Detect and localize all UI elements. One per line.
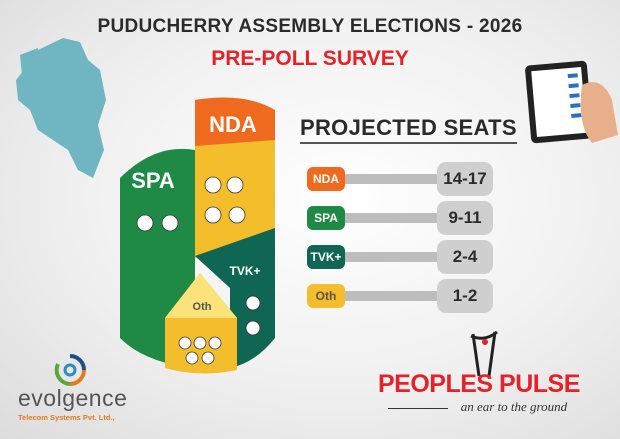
connector-bar bbox=[337, 174, 449, 184]
puducherry-map-icon bbox=[16, 38, 106, 178]
peoples-pulse-emblem-icon bbox=[470, 330, 498, 377]
evolgence-logo: evolgence Telecom Systems Pvt. Ltd., bbox=[18, 385, 127, 422]
connector-bar bbox=[337, 291, 449, 301]
seat-row-nda: NDA 14-17 bbox=[307, 162, 493, 196]
seat-row-spa: SPA 9-11 bbox=[307, 201, 493, 235]
peoples-pulse-logo: PEOPLES PULSE an ear to the ground bbox=[378, 370, 580, 415]
cylinder-label-oth: Oth bbox=[193, 301, 212, 313]
connector-bar bbox=[337, 252, 449, 262]
cylinder-segment-nda bbox=[195, 97, 275, 146]
peoples-pulse-tagline: an ear to the ground bbox=[460, 399, 568, 414]
page-title: PUDUCHERRY ASSEMBLY ELECTIONS - 2026 bbox=[97, 16, 523, 37]
seat-row-oth: Oth 1-2 bbox=[307, 279, 493, 313]
evolgence-name: evolgence bbox=[18, 385, 128, 411]
party-badge: SPA bbox=[307, 206, 345, 230]
party-badge: Oth bbox=[307, 284, 345, 308]
peoples-pulse-name: PEOPLES PULSE bbox=[378, 370, 580, 398]
page-subtitle: PRE-POLL SURVEY bbox=[211, 47, 409, 70]
seat-range: 1-2 bbox=[437, 279, 493, 313]
projected-seats-title: PROJECTED SEATS bbox=[300, 115, 517, 144]
seat-row-tvk: TVK+ 2-4 bbox=[307, 240, 493, 274]
tablet-voting-icon bbox=[525, 60, 618, 144]
cylinder-label-tvk: TVK+ bbox=[229, 264, 260, 278]
party-badge: TVK+ bbox=[307, 245, 345, 269]
seat-range: 14-17 bbox=[437, 162, 493, 196]
cylinder-label-spa: SPA bbox=[131, 168, 175, 193]
tagline-rule bbox=[388, 408, 448, 409]
cylinder-label-nda: NDA bbox=[209, 112, 257, 137]
evolgence-subtitle: Telecom Systems Pvt. Ltd., bbox=[18, 413, 115, 422]
seat-range: 9-11 bbox=[437, 201, 493, 235]
seat-share-cylinder-chart: NDA SPA TVK+ Oth bbox=[120, 97, 275, 374]
party-badge: NDA bbox=[307, 167, 345, 191]
seat-range: 2-4 bbox=[437, 240, 493, 274]
evolgence-swirl-icon bbox=[54, 354, 86, 386]
connector-bar bbox=[337, 213, 449, 223]
